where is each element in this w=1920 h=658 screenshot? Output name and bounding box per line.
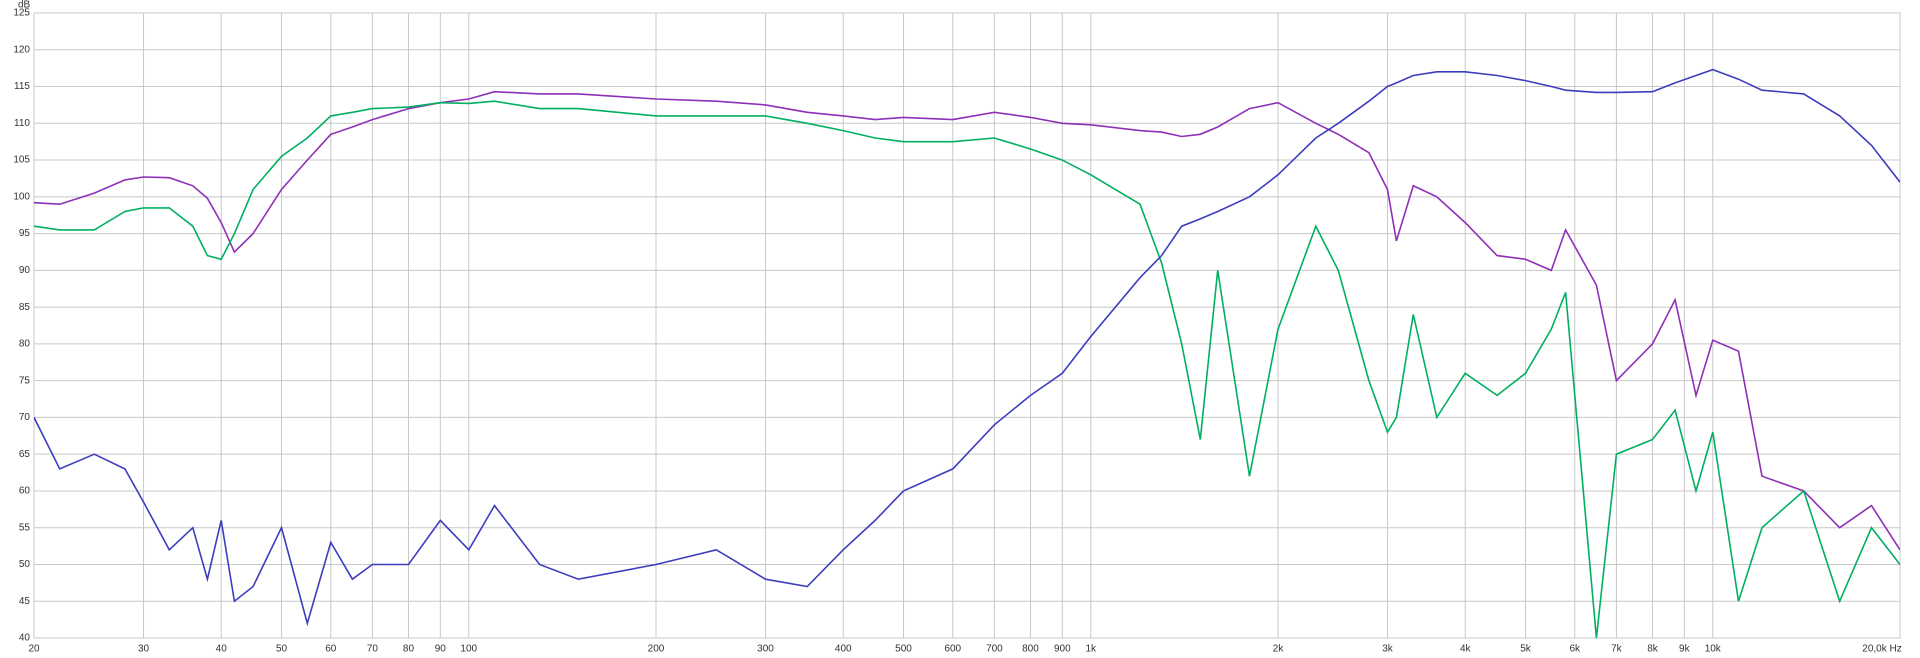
- x-tick-label: 600: [944, 644, 961, 655]
- x-tick-label: 900: [1054, 644, 1071, 655]
- series-line: [34, 68, 1900, 627]
- plot-area: [33, 12, 1901, 639]
- y-tick-label: 95: [19, 228, 31, 239]
- x-tick-label: 8k: [1647, 644, 1659, 655]
- x-tick-label: 90: [435, 644, 447, 655]
- x-tick-label: 200: [648, 644, 665, 655]
- y-tick-label: 100: [13, 191, 30, 202]
- x-tick-label: 9k: [1679, 644, 1691, 655]
- x-tick-label: 1k: [1085, 644, 1097, 655]
- x-tick-label: 800: [1022, 644, 1039, 655]
- x-tick-label: 60: [325, 644, 337, 655]
- x-tick-label: 30: [138, 644, 150, 655]
- y-tick-label: 65: [19, 449, 31, 460]
- x-tick-label: 40: [216, 644, 228, 655]
- series-line: [34, 90, 1900, 551]
- x-tick-label: 500: [895, 644, 912, 655]
- x-tick-label: 7k: [1611, 644, 1623, 655]
- y-tick-label: 105: [13, 155, 30, 166]
- x-tick-label: 4k: [1460, 644, 1472, 655]
- y-tick-label: 90: [19, 265, 31, 276]
- y-tick-label: 40: [19, 633, 31, 644]
- x-tick-label: 2k: [1273, 644, 1285, 655]
- y-tick-label: 75: [19, 375, 31, 386]
- x-tick-label: 100: [460, 644, 477, 655]
- x-tick-label: 5k: [1520, 644, 1532, 655]
- y-tick-label: 70: [19, 412, 31, 423]
- x-tick-label: 50: [276, 644, 288, 655]
- x-tick-label: 6k: [1569, 644, 1581, 655]
- y-tick-label: 55: [19, 522, 31, 533]
- x-tick-label: 400: [835, 644, 852, 655]
- y-tick-label: 45: [19, 596, 31, 607]
- y-tick-label: 60: [19, 486, 31, 497]
- x-tick-label: 3k: [1382, 644, 1394, 655]
- plot-lines: [34, 68, 1900, 638]
- y-tick-label: 120: [13, 44, 30, 55]
- x-tick-label: 10k: [1705, 644, 1722, 655]
- y-tick-label: 110: [14, 118, 30, 129]
- x-tick-label: 20: [28, 644, 40, 655]
- y-tick-label: 85: [19, 302, 31, 313]
- y-tick-label: 125: [13, 8, 30, 19]
- y-tick-label: 80: [19, 339, 31, 350]
- x-tick-label: 70: [367, 644, 379, 655]
- x-tick-label: 700: [986, 644, 1003, 655]
- x-tick-label: 20,0k Hz: [1862, 644, 1901, 655]
- series-line: [34, 100, 1900, 638]
- y-tick-label: 50: [19, 559, 31, 570]
- x-tick-label: 300: [757, 644, 774, 655]
- x-tick-label: 80: [403, 644, 415, 655]
- y-tick-label: 115: [14, 81, 30, 92]
- y-axis-label: dB: [18, 0, 31, 11]
